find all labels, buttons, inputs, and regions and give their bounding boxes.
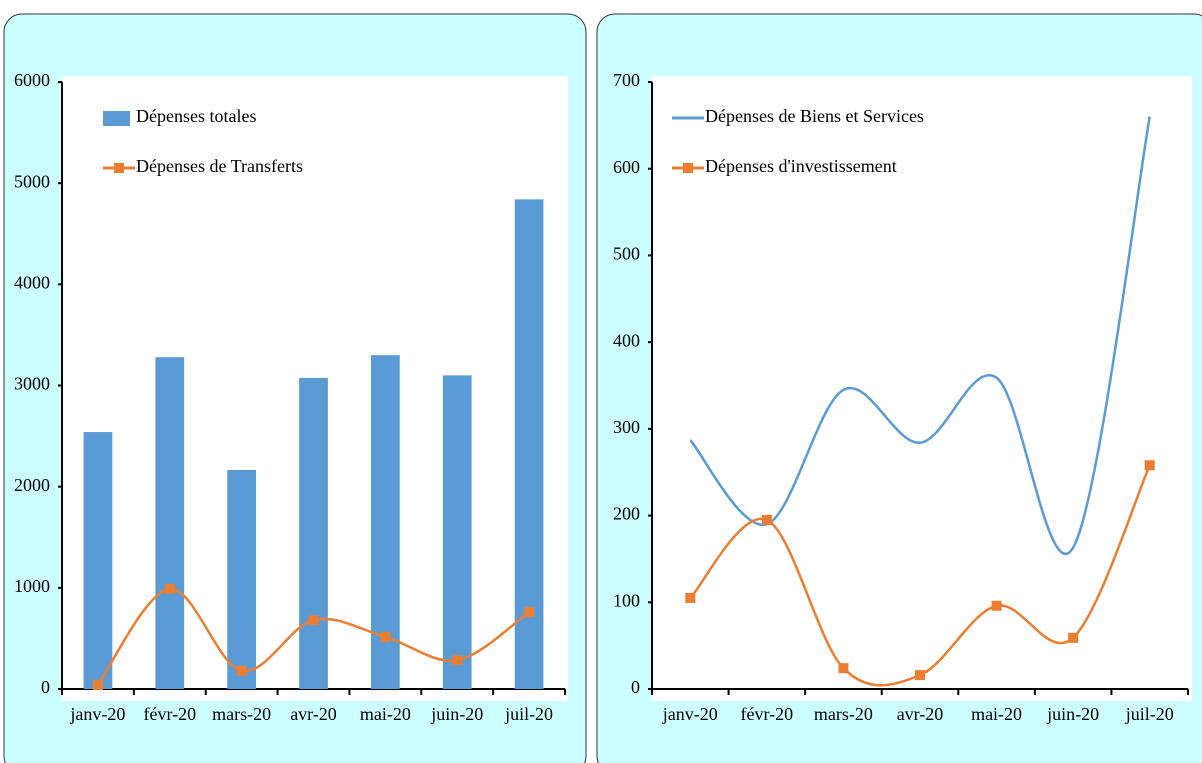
legend-marker [114, 163, 124, 173]
marker [1144, 460, 1155, 471]
y-tick-label: 400 [613, 330, 640, 350]
bar [227, 469, 257, 689]
x-tick-label: mars-20 [814, 704, 873, 724]
x-tick-label: mai-20 [360, 704, 411, 724]
y-tick-label: 3000 [14, 374, 50, 394]
marker [915, 670, 925, 681]
legend-label: Dépenses d'investissement [705, 156, 897, 176]
bar [155, 357, 185, 689]
y-tick-label: 100 [613, 590, 640, 610]
x-tick-label: févr-20 [143, 704, 196, 724]
y-tick-label: 6000 [14, 70, 50, 90]
marker [452, 655, 463, 666]
marker [685, 592, 696, 603]
marker [524, 607, 535, 618]
y-tick-label: 300 [613, 417, 640, 437]
x-tick-label: mars-20 [212, 704, 271, 724]
x-tick-label: juin-20 [430, 704, 483, 724]
legend-swatch [103, 111, 130, 126]
x-tick-label: mai-20 [971, 704, 1022, 724]
x-tick-label: janv-20 [69, 704, 125, 724]
legend-label: Dépenses totales [136, 106, 256, 126]
y-tick-label: 500 [613, 244, 640, 264]
marker [991, 600, 1002, 611]
x-tick-label: avr-20 [290, 704, 337, 724]
series-line [689, 116, 1151, 555]
marker [164, 583, 175, 594]
bar [442, 375, 472, 689]
marker [308, 615, 319, 626]
x-tick-label: juin-20 [1046, 704, 1099, 724]
marker [380, 631, 391, 642]
marker [1068, 632, 1079, 643]
x-tick-label: févr-20 [741, 704, 794, 724]
y-tick-label: 2000 [14, 475, 50, 495]
x-tick-label: juil-20 [1125, 704, 1174, 724]
marker [761, 514, 772, 525]
legend-marker [683, 163, 693, 173]
bar [83, 432, 113, 689]
y-tick-label: 1000 [14, 576, 50, 596]
y-tick-label: 5000 [14, 171, 50, 191]
legend-label: Dépenses de Biens et Services [705, 106, 924, 126]
plot-area [652, 76, 1192, 701]
y-tick-label: 0 [631, 677, 640, 697]
y-tick-label: 200 [613, 504, 640, 524]
x-tick-label: avr-20 [897, 704, 944, 724]
marker [838, 663, 849, 674]
bar [299, 377, 328, 689]
legend-label: Dépenses de Transferts [136, 156, 303, 176]
y-tick-label: 4000 [14, 272, 50, 292]
marker [236, 665, 247, 676]
x-tick-label: janv-20 [662, 704, 718, 724]
x-tick-label: juil-20 [504, 704, 553, 724]
y-tick-label: 600 [613, 157, 640, 177]
y-tick-label: 700 [613, 70, 640, 90]
marker [92, 679, 103, 690]
y-tick-label: 0 [41, 677, 50, 697]
